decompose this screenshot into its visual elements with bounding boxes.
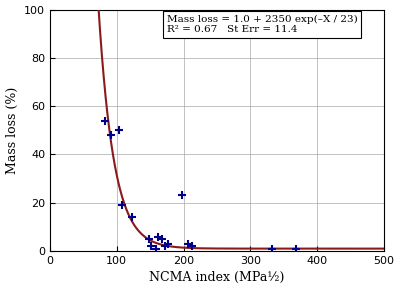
X-axis label: NCMA index (MPa½): NCMA index (MPa½) <box>149 271 285 284</box>
Text: Mass loss = 1.0 + 2350 exp(–X / 23)
R² = 0.67   St Err = 11.4: Mass loss = 1.0 + 2350 exp(–X / 23) R² =… <box>167 14 358 34</box>
Y-axis label: Mass loss (%): Mass loss (%) <box>6 87 18 174</box>
